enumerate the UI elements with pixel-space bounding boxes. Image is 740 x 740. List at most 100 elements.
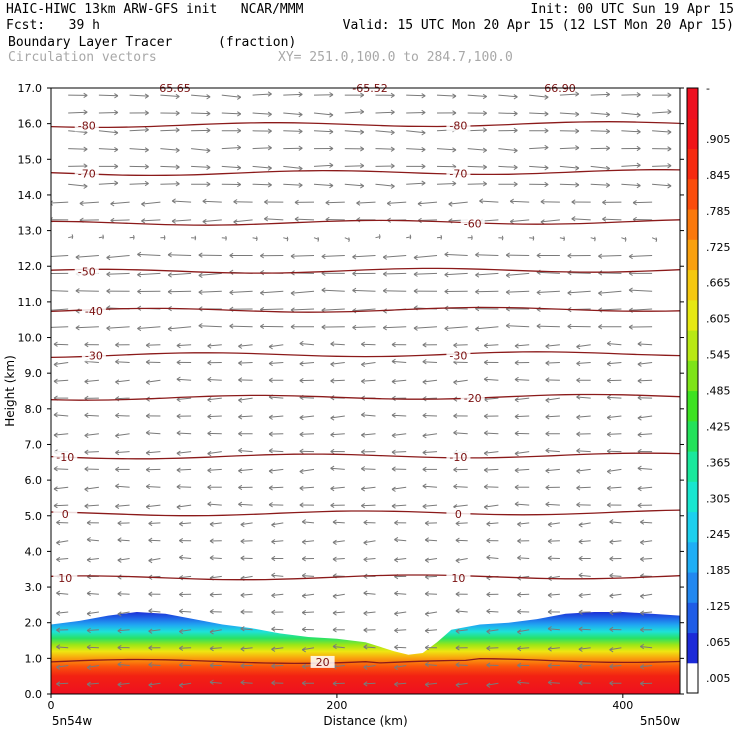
circulation-vector [148, 558, 161, 562]
vector-arrowhead [268, 502, 273, 508]
vector-arrowhead [394, 520, 399, 526]
circulation-vector [330, 486, 345, 490]
circulation-vector [115, 485, 130, 488]
vector-arrowhead [332, 610, 337, 616]
vector-arrowhead [606, 377, 611, 384]
vector-arrowhead [299, 361, 304, 367]
vector-arrowhead [84, 378, 89, 385]
circulation-vector [168, 254, 192, 256]
vector-arrowhead [391, 341, 396, 348]
circulation-vector [56, 592, 69, 595]
vector-arrowhead [114, 130, 119, 136]
circulation-vector [394, 592, 407, 595]
vector-arrowhead [409, 234, 412, 240]
vector-arrowhead [453, 342, 458, 348]
circulation-vector [422, 433, 438, 437]
circulation-vector [517, 557, 530, 559]
circulation-vector [117, 682, 130, 686]
vector-arrowhead [578, 539, 583, 545]
circulation-vector [207, 344, 222, 347]
vector-arrowhead [606, 431, 611, 438]
vector-arrowhead [115, 483, 120, 489]
vector-arrowhead [117, 661, 122, 668]
circulation-vector [545, 415, 560, 418]
circulation-vector [106, 272, 130, 275]
circulation-vector [637, 379, 653, 382]
vector-arrowhead [486, 608, 491, 614]
circulation-vector [330, 467, 345, 470]
vector-arrowhead [207, 397, 212, 403]
circulation-vector [344, 111, 364, 114]
vector-arrowhead [264, 199, 269, 205]
vector-arrowhead [545, 431, 550, 437]
vector-arrowhead [267, 145, 272, 151]
circulation-vector [637, 433, 653, 436]
vector-arrowhead [271, 680, 276, 686]
vector-arrowhead [267, 111, 272, 117]
colorbar-label: .245 [706, 528, 731, 541]
colorbar-swatch [687, 209, 698, 240]
circulation-vector [168, 290, 192, 293]
vector-arrowhead [299, 414, 304, 421]
vector-arrowhead [453, 483, 458, 490]
vector-arrowhead [547, 679, 552, 686]
colorbar-swatch [687, 178, 698, 210]
circulation-vector [294, 218, 315, 221]
circulation-vector [425, 558, 438, 561]
circulation-vector [240, 628, 253, 631]
colorbar-swatch [687, 330, 698, 361]
circulation-vector [53, 433, 69, 436]
circulation-vector [484, 451, 499, 454]
vector-arrowhead [207, 484, 212, 490]
vector-arrowhead [483, 484, 488, 490]
vector-arrowhead [271, 539, 276, 545]
contour-label-bg [74, 167, 99, 180]
vector-arrowhead [424, 611, 429, 617]
vector-arrowhead [229, 252, 234, 259]
circulation-vector [115, 433, 130, 437]
circulation-vector [425, 539, 438, 542]
circulation-vector [609, 611, 622, 614]
y-tick-label: 4.0 [25, 545, 43, 558]
vector-arrowhead [330, 502, 335, 509]
vector-arrowhead [628, 253, 633, 260]
vector-arrowhead [637, 415, 642, 421]
circulation-vector [302, 540, 315, 543]
vector-arrowhead [606, 468, 611, 475]
vector-arrowhead [575, 128, 580, 134]
circulation-vector [221, 165, 241, 169]
circulation-vector [363, 682, 376, 685]
vector-arrowhead [83, 146, 88, 152]
circulation-vector [191, 165, 211, 168]
circulation-vector [179, 522, 192, 525]
vector-arrowhead [145, 413, 150, 419]
circulation-vector [221, 147, 241, 150]
vector-arrowhead [578, 572, 583, 578]
vector-arrowhead [453, 430, 458, 436]
y-tick-label: 8.0 [25, 403, 43, 416]
vector-arrowhead [145, 359, 150, 365]
vector-arrowhead [655, 237, 658, 243]
vector-arrowhead [56, 540, 61, 546]
vector-arrowhead [640, 627, 645, 633]
circulation-vector [53, 468, 69, 470]
circulation-vector [332, 540, 345, 543]
vector-arrowhead [390, 183, 395, 189]
colorbar-label: .725 [706, 241, 731, 254]
vector-arrowhead [148, 520, 153, 527]
vector-arrowhead [547, 592, 552, 598]
vector-arrowhead [106, 288, 111, 294]
circulation-vector [529, 147, 549, 150]
vector-arrowhead [329, 129, 334, 135]
circulation-vector [444, 272, 468, 276]
circulation-vector [209, 593, 222, 596]
circulation-vector [299, 396, 315, 399]
vector-arrowhead [329, 92, 334, 98]
vector-arrowhead [444, 251, 449, 258]
circulation-vector [321, 255, 345, 257]
vector-arrowhead [137, 288, 142, 295]
vector-arrowhead [609, 556, 614, 562]
circulation-vector [238, 415, 253, 418]
vector-arrowhead [117, 591, 122, 597]
circulation-vector [391, 504, 407, 507]
